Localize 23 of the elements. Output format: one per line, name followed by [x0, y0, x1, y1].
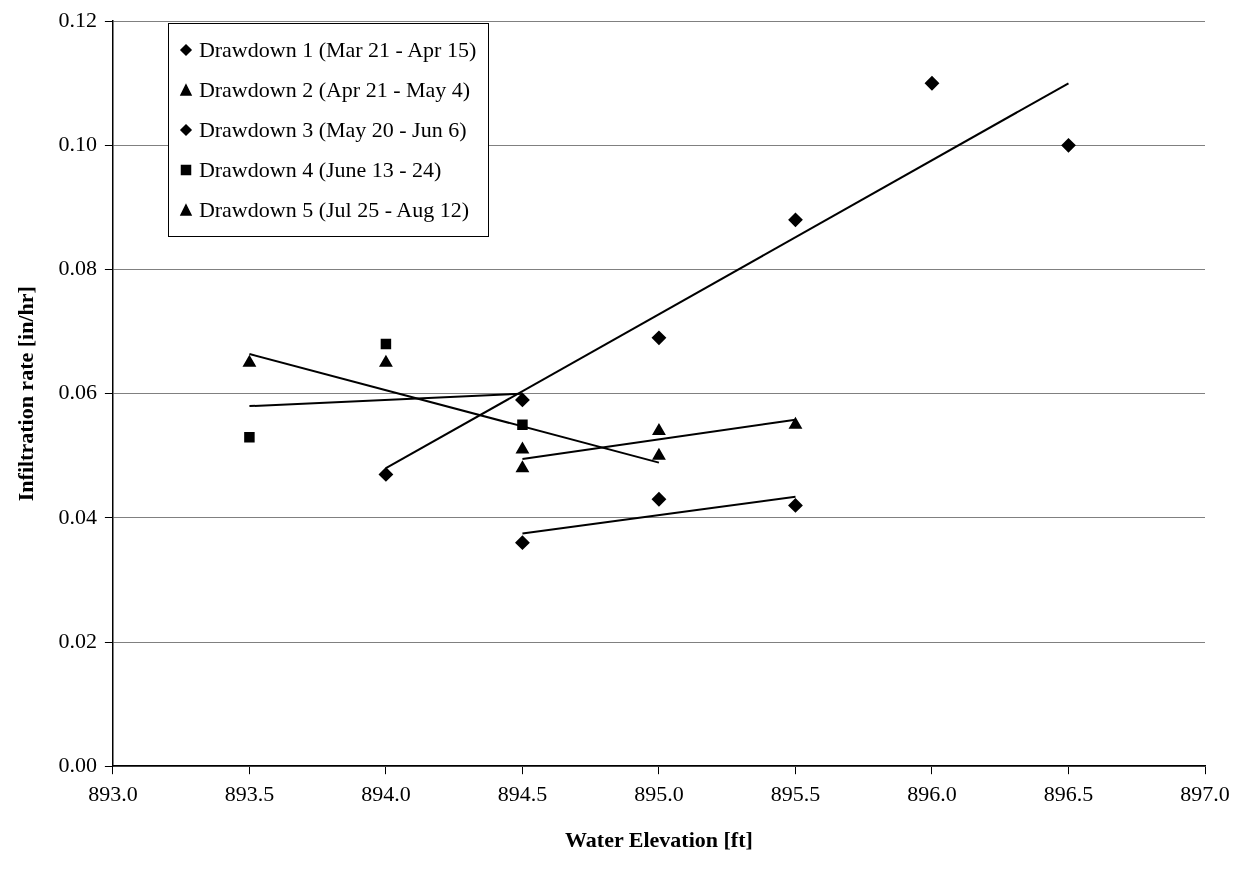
legend-label: Drawdown 4 (June 13 - 24)	[198, 156, 442, 185]
x-tick-label: 893.0	[88, 781, 138, 807]
y-tick-label: 0.10	[58, 131, 97, 157]
y-tick-label: 0.08	[58, 255, 97, 281]
y-tick-label: 0.02	[58, 627, 97, 653]
legend-label: Drawdown 1 (Mar 21 - Apr 15)	[198, 36, 477, 65]
x-tick-label: 894.5	[497, 781, 548, 807]
x-axis-title: Water Elevation [ft]	[565, 827, 753, 853]
x-tick-label: 896.5	[1043, 781, 1094, 807]
x-tick-label: 893.5	[224, 781, 275, 807]
legend-label: Drawdown 3 (May 20 - Jun 6)	[198, 116, 467, 145]
y-tick-label: 0.12	[58, 6, 97, 32]
x-tick-label: 896.0	[907, 781, 957, 807]
y-tick-label: 0.04	[58, 503, 97, 529]
y-tick-label: 0.06	[58, 379, 97, 405]
y-tick-label: 0.00	[58, 751, 97, 777]
legend-label: Drawdown 5 (Jul 25 - Aug 12)	[198, 196, 469, 225]
legend-label: Drawdown 2 (Apr 21 - May 4)	[198, 76, 471, 105]
y-axis-title: Infiltration rate [in/hr]	[12, 286, 38, 502]
x-tick-label: 894.0	[361, 781, 411, 807]
x-tick-label: 895.5	[770, 781, 821, 807]
x-tick-label: 895.0	[634, 781, 684, 807]
x-tick-label: 897.0	[1180, 781, 1230, 807]
